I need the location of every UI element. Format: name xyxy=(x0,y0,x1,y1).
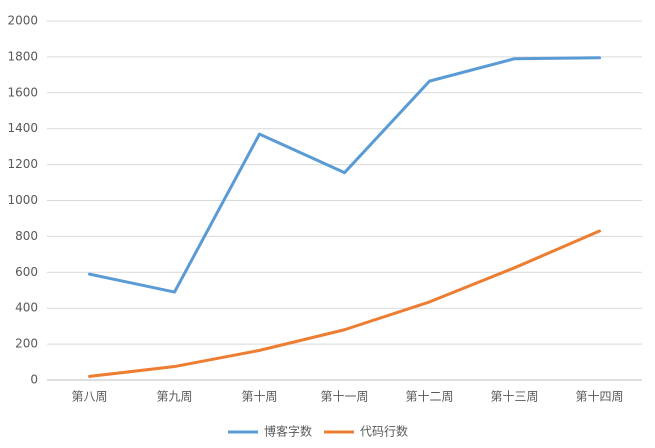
y-tick-label: 600 xyxy=(15,265,38,279)
y-tick-label: 400 xyxy=(15,301,38,315)
y-tick-label: 1200 xyxy=(7,157,38,171)
legend-label: 代码行数 xyxy=(360,424,408,439)
x-tick-label: 第十二周 xyxy=(405,390,453,404)
x-tick-label: 第八周 xyxy=(71,390,107,404)
y-tick-label: 1600 xyxy=(7,85,38,99)
x-tick-label: 第十周 xyxy=(241,390,277,404)
y-tick-label: 1000 xyxy=(7,193,38,207)
y-tick-label: 1400 xyxy=(7,121,38,135)
y-tick-label: 0 xyxy=(30,373,38,387)
x-tick-label: 第十三周 xyxy=(490,390,538,404)
y-tick-label: 200 xyxy=(15,337,38,351)
y-tick-label: 2000 xyxy=(7,14,38,28)
legend-label: 博客字数 xyxy=(264,424,312,439)
x-tick-label: 第十一周 xyxy=(320,390,368,404)
y-tick-label: 800 xyxy=(15,229,38,243)
series-line xyxy=(88,229,601,378)
y-tick-label: 1800 xyxy=(7,49,38,63)
x-tick-label: 第十四周 xyxy=(575,390,623,404)
x-tick-label: 第九周 xyxy=(156,390,192,404)
series-line xyxy=(88,56,601,294)
